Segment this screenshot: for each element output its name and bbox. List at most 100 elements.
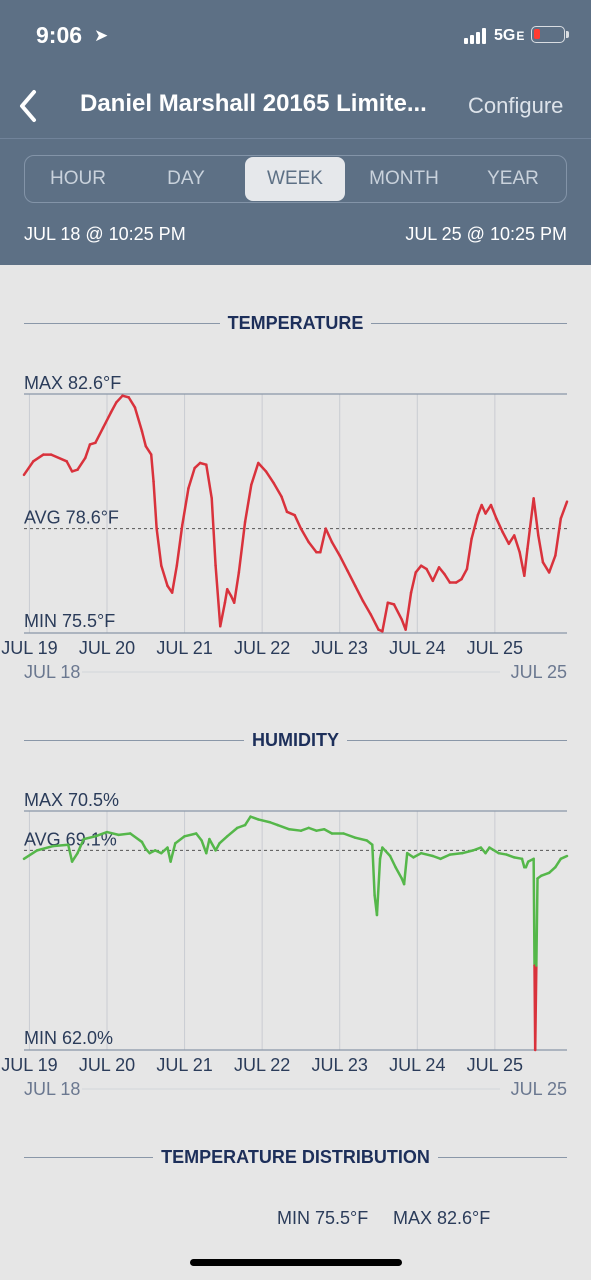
temperature-series-segment — [404, 591, 413, 631]
temperature-series-segment — [338, 554, 349, 572]
temperature-series-segment — [65, 460, 74, 473]
temperature-series-segment — [443, 572, 452, 584]
humidity-series-segment — [412, 851, 423, 859]
temperature-x-tick-label: JUL 22 — [234, 638, 290, 658]
distribution-min: MIN 75.5°F — [277, 1208, 369, 1228]
temperature-series-segment — [250, 461, 260, 487]
humidity-series-segment — [439, 853, 452, 861]
humidity-series-segment — [419, 851, 435, 858]
humidity-series-segment — [378, 846, 384, 861]
temperature-series-segment — [293, 513, 303, 530]
humidity-series-segment — [559, 854, 569, 861]
humidity-series-segment — [299, 826, 310, 832]
temperature-x-tick-label: JUL 23 — [312, 638, 368, 658]
humidity-series-segment — [183, 832, 198, 838]
humidity-max-label: MAX 70.5% — [24, 790, 119, 810]
humidity-series-segment — [547, 865, 557, 875]
distribution-title-text: TEMPERATURE DISTRIBUTION — [153, 1147, 438, 1167]
temperature-start-label: JUL 18 — [24, 662, 80, 682]
temperature-series-segment — [49, 453, 68, 463]
humidity-series-segment — [218, 835, 229, 845]
humidity-series-segment — [70, 851, 79, 863]
range-end: JUL 25 @ 10:25 PM — [405, 224, 567, 244]
temperature-series-segment — [523, 547, 529, 578]
temperature-series-segment — [272, 481, 283, 498]
tab-hour[interactable]: HOUR — [50, 168, 106, 189]
battery-icon — [531, 26, 565, 43]
humidity-series-segment — [505, 853, 516, 859]
humidity-x-tick-label: JUL 23 — [312, 1055, 368, 1075]
humidity-series-segment — [140, 840, 148, 851]
temperature-series-segment — [547, 554, 557, 574]
temperature-series-segment — [237, 520, 247, 574]
temperature-series-segment — [369, 613, 380, 631]
humidity-end-label: JUL 25 — [511, 1079, 567, 1099]
home-indicator[interactable] — [190, 1259, 402, 1266]
temperature-series-segment — [541, 561, 551, 574]
temperature-series-segment — [101, 411, 113, 429]
temperature-series-segment — [414, 564, 423, 574]
temperature-series-segment — [299, 527, 310, 544]
temperature-series-segment — [307, 540, 318, 554]
humidity-series-segment — [214, 842, 221, 852]
configure-button[interactable]: Configure — [468, 93, 564, 118]
temperature-series-segment — [257, 461, 268, 473]
humidity-series-segment — [315, 828, 326, 832]
humidity-series-segment — [532, 857, 536, 967]
humidity-series-segment — [402, 851, 409, 886]
temperature-series-segment — [470, 513, 480, 540]
temperature-series-segment — [532, 497, 540, 537]
tab-month[interactable]: MONTH — [369, 168, 439, 189]
temperature-end-label: JUL 25 — [511, 662, 567, 682]
humidity-x-tick-label: JUL 22 — [234, 1055, 290, 1075]
temperature-series-segment — [324, 527, 334, 544]
humidity-series-segment — [205, 837, 211, 855]
humidity-x-tick-label: JUL 19 — [1, 1055, 57, 1075]
tab-week[interactable]: WEEK — [245, 157, 345, 201]
humidity-series-segment — [448, 851, 464, 856]
temperature-series-segment — [476, 503, 483, 517]
tab-day[interactable]: DAY — [167, 168, 205, 189]
temperature-series-segment — [392, 603, 404, 621]
temperature-series-segment — [480, 503, 487, 515]
temperature-series-segment — [361, 599, 372, 616]
temperature-series-segment — [205, 463, 213, 500]
temperature-series-segment — [84, 443, 92, 460]
temperature-series-segment — [537, 534, 545, 564]
back-button[interactable] — [8, 84, 52, 128]
temperature-series-segment — [152, 480, 158, 530]
temperature-series-segment — [484, 503, 493, 515]
temperature-series-segment — [225, 587, 233, 598]
temperature-series-segment — [109, 401, 118, 414]
temperature-series-segment — [133, 406, 144, 433]
humidity-series-segment — [276, 823, 291, 831]
time-range-tabs: HOUR DAY WEEK MONTH YEAR — [24, 155, 567, 203]
page-title: Daniel Marshall 20165 Limite... — [80, 90, 427, 117]
location-arrow-icon: ➤ — [94, 26, 109, 45]
humidity-min-label: MIN 62.0% — [24, 1028, 113, 1048]
humidity-series-segment — [35, 844, 54, 852]
temperature-x-tick-label: JUL 20 — [79, 638, 135, 658]
temperature-title-text: TEMPERATURE — [219, 313, 372, 333]
humidity-series-segment — [51, 843, 70, 848]
temperature-x-tick-label: JUL 24 — [389, 638, 445, 658]
temperature-series-segment — [175, 524, 184, 567]
temperature-series-segment — [554, 517, 563, 557]
temperature-x-tick-label: JUL 25 — [467, 638, 523, 658]
range-start: JUL 18 @ 10:25 PM — [24, 224, 186, 244]
temperature-series-segment — [319, 527, 328, 554]
humidity-series-segment — [431, 854, 442, 861]
humidity-title-text: HUMIDITY — [244, 730, 347, 750]
temperature-series-segment — [507, 534, 516, 546]
humidity-series-segment — [249, 815, 260, 821]
tab-year[interactable]: YEAR — [487, 168, 539, 189]
humidity-section-title: HUMIDITY — [0, 730, 591, 751]
network-sub: E — [516, 29, 525, 43]
humidity-series-segment — [471, 846, 483, 852]
temperature-series-segment — [409, 571, 417, 594]
temperature-series-segment — [223, 587, 229, 604]
temperature-series-segment — [160, 564, 169, 588]
temperature-x-tick-label: JUL 19 — [1, 638, 57, 658]
humidity-x-tick-label: JUL 25 — [467, 1055, 523, 1075]
humidity-series-segment — [307, 826, 318, 832]
